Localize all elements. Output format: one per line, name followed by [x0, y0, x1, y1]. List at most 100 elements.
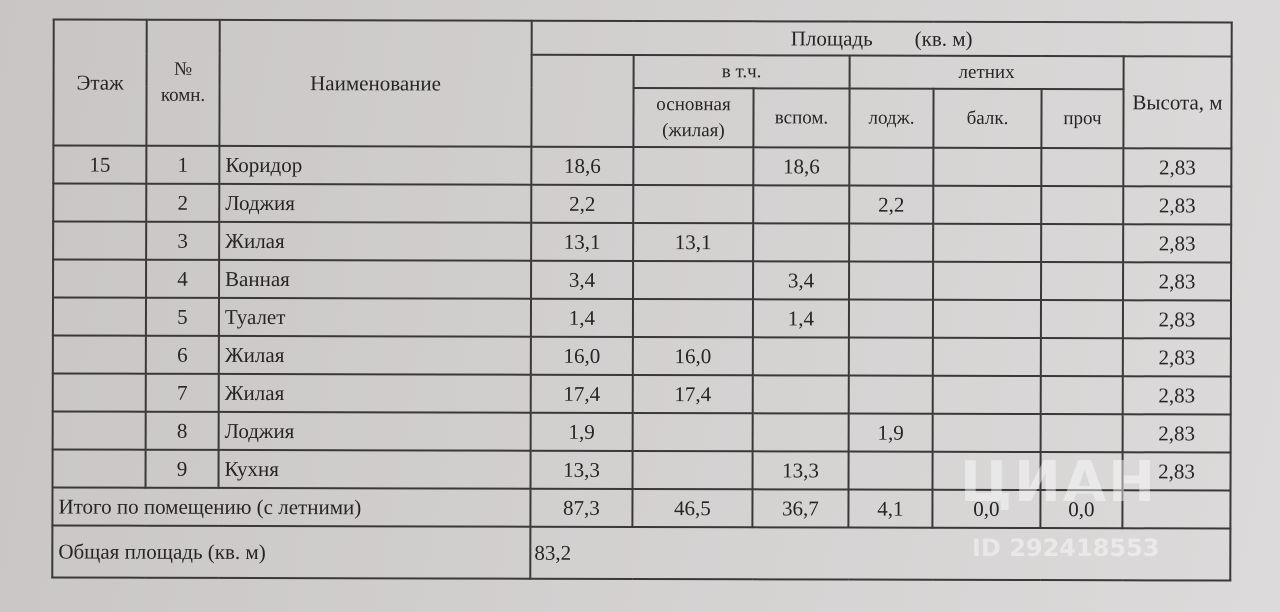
cell-no: 1: [146, 145, 220, 184]
totals-other: 0,0: [1040, 490, 1123, 529]
cell-total: 2,2: [531, 184, 634, 223]
header-main: основная (жилая): [633, 87, 754, 148]
cell-main: 17,4: [632, 374, 753, 414]
cell-floor: [52, 373, 146, 412]
general-area-row: Общая площадь (кв. м) 83,2: [52, 525, 1231, 581]
table-row: 7 Жилая 17,4 17,4 2,83: [52, 373, 1231, 415]
cell-aux: [753, 185, 850, 224]
cell-loggia: [848, 299, 934, 338]
cell-floor: [53, 221, 147, 260]
cell-other: [1040, 300, 1124, 339]
cell-total: 13,1: [531, 222, 634, 261]
header-name: Наименование: [219, 19, 532, 147]
cell-balcony: [932, 299, 1042, 339]
header-room-no: № комн.: [146, 19, 220, 146]
table-row: 3 Жилая 13,1 13,1 2,83: [53, 221, 1232, 263]
table-row: 15 1 Коридор 18,6 18,6 2,83: [53, 145, 1232, 187]
cell-loggia: [848, 337, 933, 376]
cell-balcony: [932, 337, 1041, 377]
totals-balcony: 0,0: [932, 489, 1041, 529]
cell-name: Кухня: [218, 449, 531, 489]
cell-total: 1,9: [530, 412, 633, 451]
cell-no: 6: [145, 335, 219, 374]
cell-main: [632, 298, 754, 338]
table-row: 2 Лоджия 2,2 2,2 2,83: [53, 183, 1232, 225]
cell-other: [1040, 338, 1123, 377]
cell-floor: [52, 297, 147, 336]
cell-aux: 18,6: [753, 147, 850, 186]
header-loggia: лодж.: [849, 88, 934, 148]
cell-aux: [752, 375, 849, 414]
cell-name: Коридор: [219, 145, 532, 185]
cell-balcony: [933, 185, 1042, 225]
cell-floor: [52, 411, 146, 450]
cell-main: [633, 146, 754, 186]
table-row: 5 Туалет 1,4 1,4 2,83: [52, 297, 1232, 339]
cell-total: 16,0: [530, 336, 633, 375]
totals-row: Итого по помещению (с летними) 87,3 46,5…: [52, 487, 1231, 529]
cell-other: [1041, 262, 1124, 301]
cell-no: 5: [145, 297, 220, 336]
cell-balcony: [933, 147, 1042, 187]
cell-aux: 3,4: [753, 261, 850, 300]
cell-height: 2,83: [1122, 414, 1231, 453]
cell-main: [633, 260, 754, 300]
cell-total: 18,6: [531, 146, 634, 185]
cell-other: [1040, 452, 1123, 491]
cell-loggia: [849, 147, 934, 186]
cell-balcony: [932, 375, 1041, 415]
cell-aux: 1,4: [752, 299, 850, 338]
cell-main: [632, 412, 753, 452]
header-summer: летних: [849, 55, 1124, 90]
cell-name: Жилая: [218, 373, 531, 413]
table-row: 6 Жилая 16,0 16,0 2,83: [52, 335, 1231, 377]
cell-name: Лоджия: [218, 411, 531, 451]
cell-other: [1040, 376, 1123, 415]
cell-total: 17,4: [530, 374, 633, 413]
totals-aux: 36,7: [752, 489, 849, 528]
cell-aux: [752, 413, 849, 452]
header-balcony: балк.: [933, 88, 1042, 149]
cell-other: [1041, 224, 1124, 263]
cell-name: Туалет: [218, 297, 532, 337]
totals-loggia: 4,1: [848, 489, 933, 528]
cell-height: 2,83: [1122, 376, 1231, 415]
general-label: Общая площадь (кв. м): [52, 525, 531, 579]
cell-other: [1041, 148, 1124, 187]
cell-balcony: [932, 413, 1041, 453]
cell-other: [1040, 414, 1123, 453]
cell-floor: [53, 183, 147, 222]
cell-no: 4: [146, 259, 220, 298]
cell-loggia: [849, 261, 934, 300]
room-area-table: Этаж № комн. Наименование Площадь (кв. м…: [51, 18, 1232, 581]
cell-total: 13,3: [530, 450, 633, 489]
cell-height: 2,83: [1123, 148, 1232, 187]
cell-main: [632, 450, 753, 490]
cell-no: 8: [145, 411, 219, 450]
cell-floor: 15: [53, 145, 147, 184]
totals-main: 46,5: [632, 488, 753, 528]
header-height: Высота, м: [1123, 56, 1232, 149]
cell-total: 3,4: [531, 260, 634, 299]
cell-main: 13,1: [633, 222, 754, 262]
cell-loggia: [848, 451, 933, 490]
cell-no: 3: [146, 221, 220, 260]
header-incl: в т.ч.: [633, 54, 850, 89]
cell-height: 2,83: [1123, 186, 1232, 225]
table-row: 8 Лоджия 1,9 1,9 2,83: [52, 411, 1231, 453]
cell-height: 2,83: [1122, 338, 1231, 377]
cell-floor: [52, 335, 146, 374]
header-other: проч: [1041, 89, 1124, 149]
cell-floor: [52, 449, 146, 488]
cell-name: Лоджия: [219, 183, 532, 223]
cell-name: Ванная: [219, 259, 532, 299]
cell-height: 2,83: [1123, 262, 1232, 301]
cell-height: 2,83: [1122, 452, 1231, 491]
cell-name: Жилая: [218, 335, 531, 375]
header-area: Площадь (кв. м): [531, 20, 1232, 57]
cell-main: [633, 184, 754, 224]
cell-no: 7: [145, 373, 219, 412]
cell-balcony: [933, 261, 1042, 301]
totals-total: 87,3: [530, 488, 633, 527]
totals-label: Итого по помещению (с летними): [52, 487, 531, 527]
